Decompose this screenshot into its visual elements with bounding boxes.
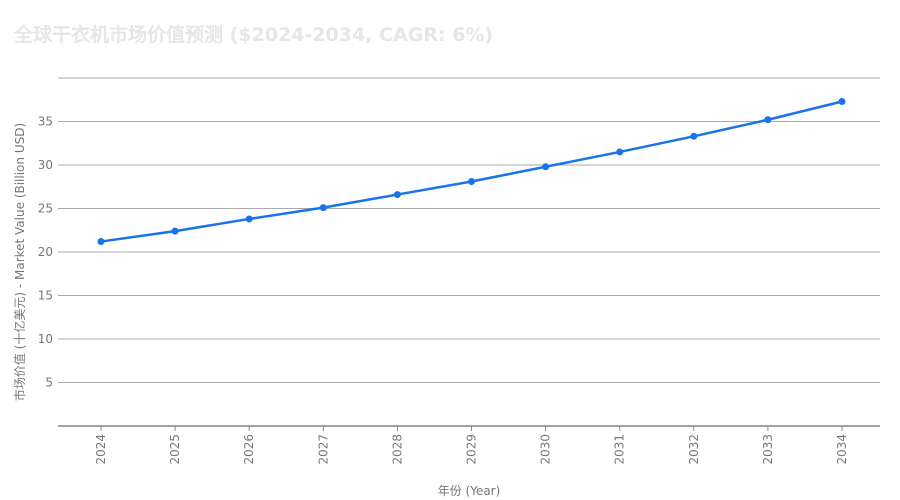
y-tick-label: 35 bbox=[38, 115, 53, 129]
x-tick-label: 2024 bbox=[94, 434, 108, 465]
x-tick-label: 2032 bbox=[687, 434, 701, 465]
y-tick-label: 25 bbox=[38, 202, 53, 216]
x-tick-label: 2027 bbox=[316, 434, 330, 465]
data-point bbox=[319, 204, 327, 212]
data-point bbox=[245, 215, 253, 223]
series-line bbox=[100, 100, 843, 243]
data-point bbox=[393, 191, 401, 199]
y-tick-label: 10 bbox=[38, 332, 53, 346]
data-point bbox=[468, 178, 475, 186]
x-tick-label: 2034 bbox=[835, 434, 849, 465]
x-tick-label: 2031 bbox=[613, 434, 627, 465]
x-tick-label: 2033 bbox=[761, 434, 775, 465]
data-point bbox=[616, 148, 624, 156]
x-axis-label: 年份 (Year) bbox=[438, 484, 501, 498]
y-tick-label: 30 bbox=[38, 158, 53, 172]
data-point bbox=[764, 116, 772, 124]
chart-title: 全球干衣机市场价值预测 ($2024-2034, CAGR: 6%) bbox=[14, 24, 494, 46]
x-tick-label: 2029 bbox=[465, 434, 479, 465]
x-tick-label: 2028 bbox=[390, 434, 404, 465]
data-point bbox=[838, 97, 846, 105]
y-axis-label: 市场价值 (十亿美元) - Market Value (Billion USD) bbox=[12, 123, 27, 401]
data-point bbox=[171, 227, 179, 235]
y-tick-label: 20 bbox=[38, 245, 53, 259]
x-tick-label: 2026 bbox=[242, 434, 256, 465]
y-tick-label: 15 bbox=[38, 289, 53, 303]
y-tick-label: 5 bbox=[45, 376, 53, 390]
x-tick-label: 2030 bbox=[539, 434, 553, 465]
data-point bbox=[542, 163, 550, 171]
data-point bbox=[690, 132, 698, 140]
x-tick-label: 2025 bbox=[168, 434, 182, 465]
data-point bbox=[97, 238, 105, 246]
